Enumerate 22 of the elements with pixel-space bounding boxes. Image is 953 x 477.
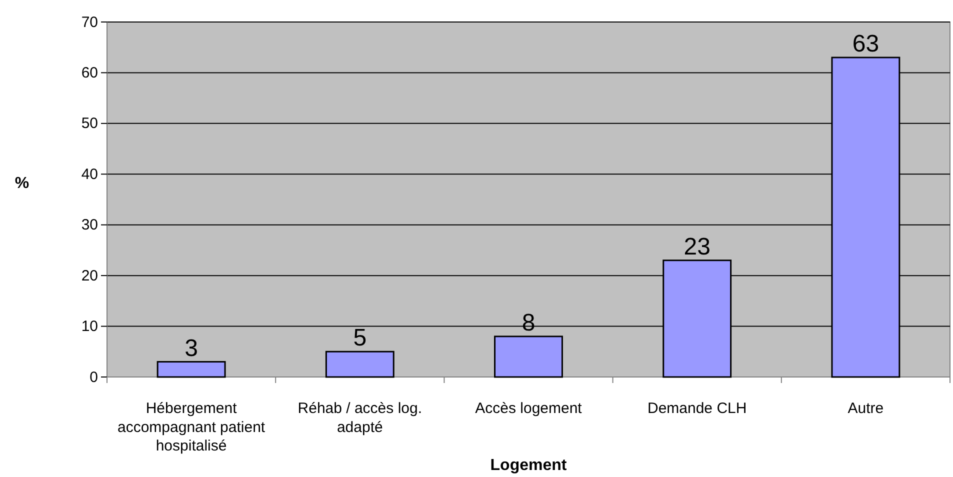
y-tick-label: 30 [81,216,98,234]
x-tick-label: Hébergement accompagnant patient hospitalisé [117,400,266,454]
y-tick-label: 70 [81,14,98,31]
data-label: 63 [852,30,880,58]
x-tick-label: Autre [848,400,884,417]
y-tick-label: 20 [81,267,98,284]
bar [325,350,394,378]
y-tick-label: 60 [81,64,98,82]
y-tick-label: 50 [81,115,98,132]
y-tick-label: 10 [81,318,98,336]
x-tick-label: Réhab / accès log. adapté [298,400,422,436]
x-tick-label: Accès logement [475,400,583,417]
bar [494,336,563,378]
y-axis-title: % [14,175,30,192]
bar [156,361,226,378]
x-tick-label: Demande CLH [647,400,747,417]
x-axis-title: Logement [490,457,568,474]
data-label: 3 [184,334,198,362]
data-label: 23 [684,233,710,260]
data-label: 5 [353,324,367,352]
y-tick-label: 0 [90,368,98,386]
y-tick-label: 40 [81,166,98,183]
